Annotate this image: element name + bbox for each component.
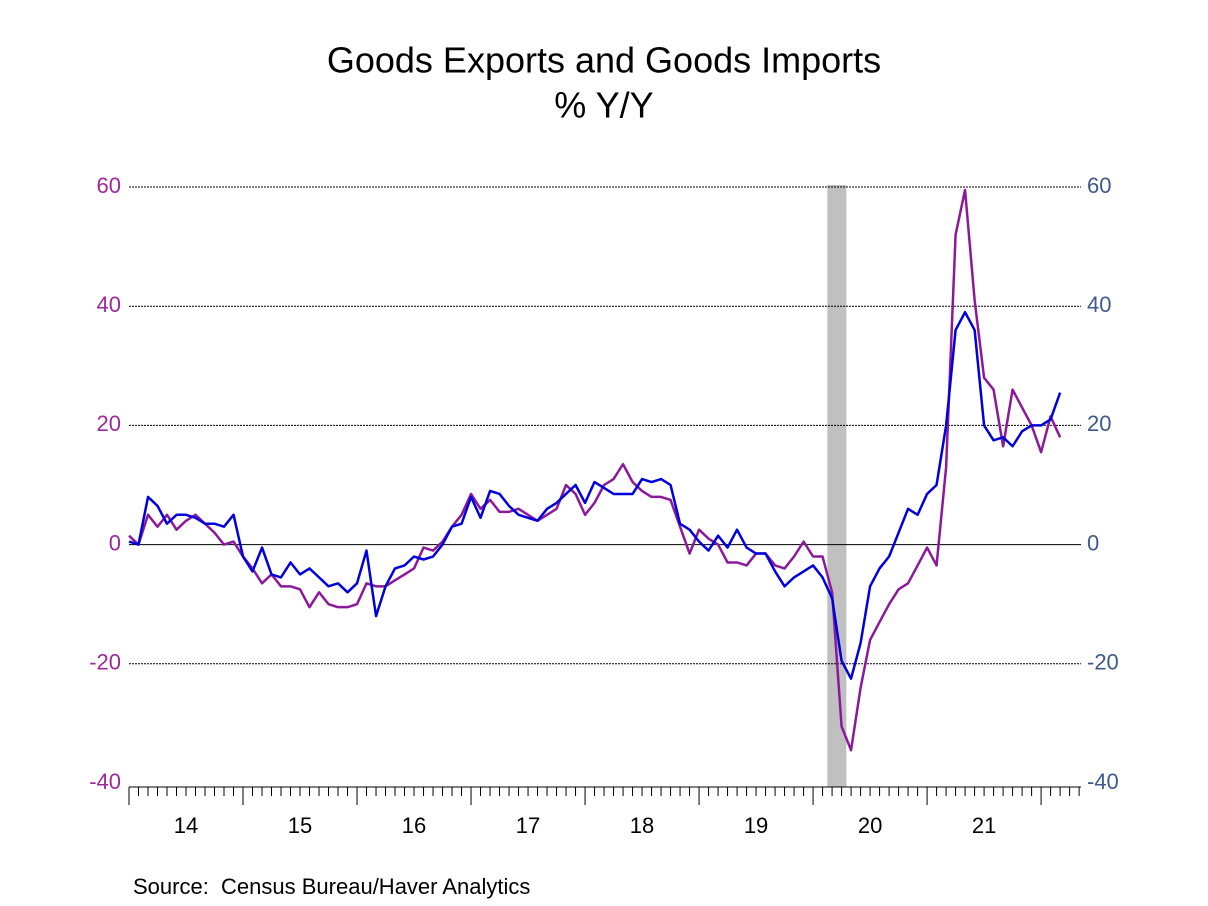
y2-tick-label: 60 bbox=[1087, 173, 1111, 198]
y-tick-label: 40 bbox=[97, 292, 121, 317]
y2-tick-label: 20 bbox=[1087, 411, 1111, 436]
y-tick-label: -40 bbox=[89, 769, 121, 794]
x-tick-label: 14 bbox=[174, 813, 198, 838]
y-tick-label: 60 bbox=[97, 173, 121, 198]
y2-tick-label: 40 bbox=[1087, 292, 1111, 317]
series-line bbox=[128, 310, 1062, 680]
x-tick-label: 16 bbox=[402, 813, 426, 838]
x-tick-label: 19 bbox=[744, 813, 768, 838]
x-tick-label: 20 bbox=[858, 813, 882, 838]
y2-tick-label: -20 bbox=[1087, 650, 1119, 675]
chart-subtitle: % Y/Y bbox=[554, 85, 653, 126]
x-tick-label: 21 bbox=[972, 813, 996, 838]
y-tick-label: -20 bbox=[89, 650, 121, 675]
y-tick-label: 20 bbox=[97, 411, 121, 436]
y2-tick-label: 0 bbox=[1087, 530, 1099, 555]
y2-tick-label: -40 bbox=[1087, 769, 1119, 794]
source-note: Source: Census Bureau/Haver Analytics bbox=[133, 874, 530, 899]
x-tick-label: 17 bbox=[516, 813, 540, 838]
chart-title: Goods Exports and Goods Imports bbox=[327, 40, 881, 81]
recession-shading bbox=[827, 185, 847, 787]
series-line bbox=[128, 188, 1062, 752]
y-tick-label: 0 bbox=[109, 530, 121, 555]
x-tick-label: 18 bbox=[630, 813, 654, 838]
x-tick-label: 15 bbox=[288, 813, 312, 838]
